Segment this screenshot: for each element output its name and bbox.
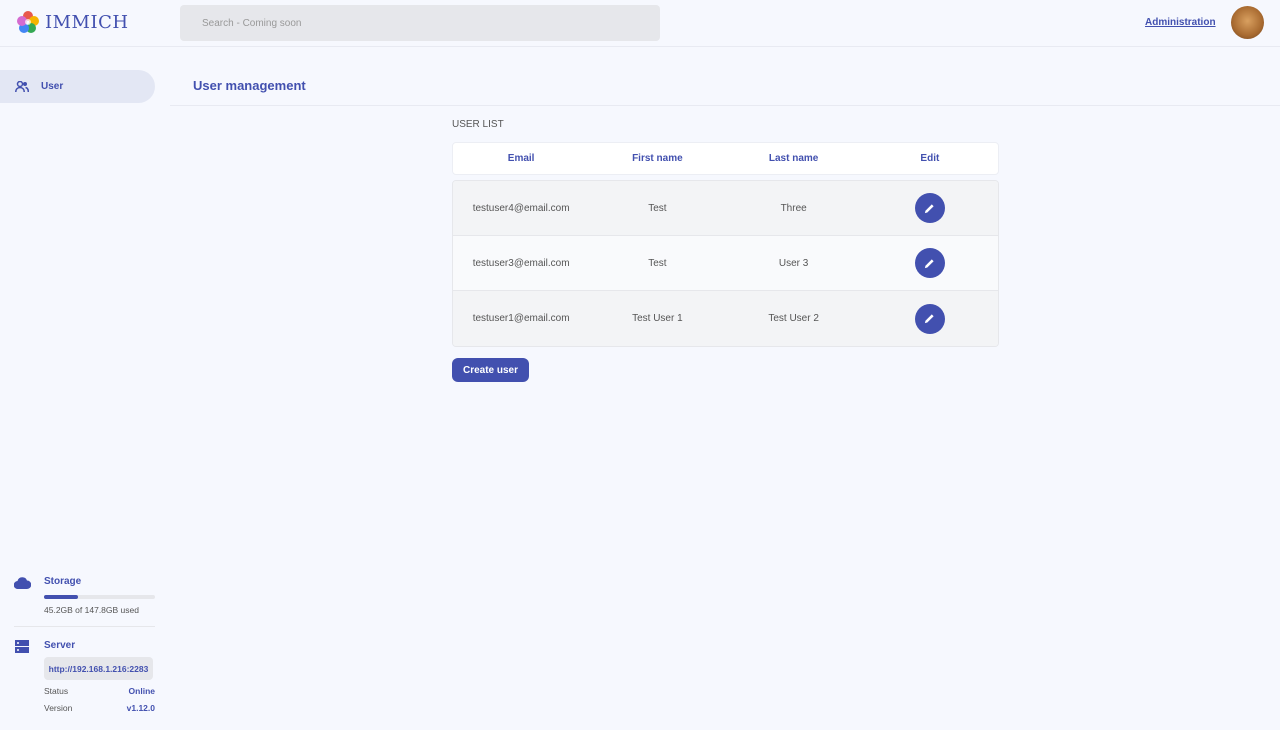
column-header-email: Email: [507, 153, 535, 164]
divider: [14, 626, 155, 627]
top-bar: IMMICH Search - Coming soon Administrati…: [0, 0, 1280, 47]
last-name-cell: Three: [780, 202, 807, 214]
cloud-icon: [14, 577, 31, 589]
version-label: Version: [44, 703, 73, 713]
last-name-cell: User 3: [778, 257, 809, 269]
table-row: testuser4@email.com Test Three: [453, 181, 998, 236]
divider: [170, 105, 1280, 106]
edit-user-button[interactable]: [914, 303, 945, 334]
table-row: testuser3@email.com Test User 3: [453, 236, 998, 291]
sidebar-item-user[interactable]: User: [0, 70, 155, 103]
server-url: http://192.168.1.216:2283: [44, 657, 153, 680]
storage-usage-fill: [44, 595, 78, 599]
table-row: testuser1@email.com Test User 1 Test Use…: [453, 291, 998, 346]
table-header: Email First name Last name Edit: [452, 142, 999, 175]
column-header-last-name: Last name: [768, 153, 819, 164]
immich-logo-icon: [17, 11, 39, 33]
server-title: Server: [44, 640, 76, 651]
user-avatar[interactable]: [1231, 6, 1264, 39]
users-icon: [15, 80, 29, 92]
edit-user-button[interactable]: [914, 193, 945, 223]
storage-title: Storage: [44, 576, 82, 587]
server-icon: [15, 640, 29, 653]
edit-user-button[interactable]: [914, 248, 945, 278]
status-value: Online: [128, 686, 155, 696]
server-version-row: Version v1.12.0: [44, 703, 155, 713]
administration-link[interactable]: Administration: [1145, 17, 1216, 28]
first-name-cell: Test User 1: [632, 313, 683, 324]
user-table: testuser4@email.com Test Three testuser3…: [452, 180, 999, 347]
first-name-cell: Test: [648, 202, 667, 214]
last-name-cell: Test User 2: [768, 313, 819, 324]
app-name: IMMICH: [45, 11, 129, 33]
section-label: USER LIST: [452, 119, 504, 130]
create-user-button[interactable]: Create user: [452, 358, 529, 382]
sidebar-item-label: User: [41, 81, 64, 92]
server-status-row: Status Online: [44, 686, 155, 696]
email-cell: testuser1@email.com: [472, 313, 570, 324]
search-input[interactable]: Search - Coming soon: [180, 5, 660, 41]
storage-usage-bar: [44, 595, 155, 599]
status-label: Status: [44, 686, 69, 696]
version-value: v1.12.0: [126, 703, 155, 713]
column-header-first-name: First name: [632, 153, 683, 164]
logo[interactable]: IMMICH: [16, 10, 129, 34]
email-cell: testuser3@email.com: [472, 257, 570, 269]
pencil-icon: [925, 314, 934, 324]
pencil-icon: [925, 258, 934, 268]
page-title: User management: [193, 78, 306, 93]
column-header-edit: Edit: [920, 153, 940, 164]
email-cell: testuser4@email.com: [472, 202, 570, 214]
pencil-icon: [925, 203, 934, 213]
storage-used-text: 45.2GB of 147.8GB used: [44, 605, 139, 615]
first-name-cell: Test: [648, 257, 667, 269]
